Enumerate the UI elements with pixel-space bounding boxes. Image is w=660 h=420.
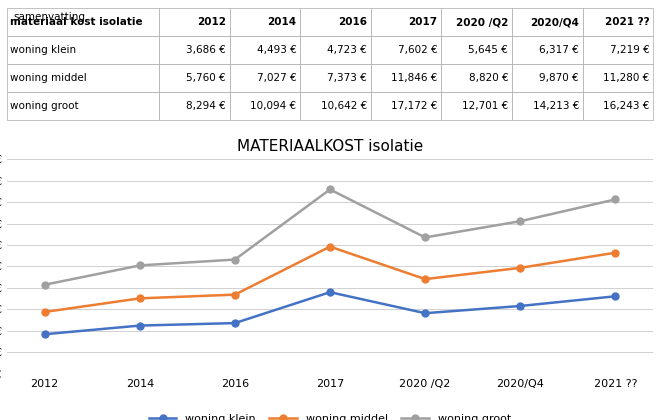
FancyBboxPatch shape xyxy=(7,8,159,37)
FancyBboxPatch shape xyxy=(512,64,583,92)
FancyBboxPatch shape xyxy=(442,37,512,64)
FancyBboxPatch shape xyxy=(230,8,300,37)
FancyBboxPatch shape xyxy=(159,64,230,92)
FancyBboxPatch shape xyxy=(442,8,512,37)
Text: 2020/Q4: 2020/Q4 xyxy=(530,17,579,27)
FancyBboxPatch shape xyxy=(512,8,583,37)
Text: 7,602 €: 7,602 € xyxy=(398,45,438,55)
Text: materiaal kost isolatie: materiaal kost isolatie xyxy=(11,17,143,27)
Text: 5,645 €: 5,645 € xyxy=(469,45,508,55)
FancyBboxPatch shape xyxy=(583,37,653,64)
FancyBboxPatch shape xyxy=(583,64,653,92)
FancyBboxPatch shape xyxy=(300,37,371,64)
Text: 2012: 2012 xyxy=(197,17,226,27)
Text: 2020 /Q2: 2020 /Q2 xyxy=(456,17,508,27)
Title: MATERIAALKOST isolatie: MATERIAALKOST isolatie xyxy=(237,139,423,154)
FancyBboxPatch shape xyxy=(300,64,371,92)
Legend: woning klein, woning middel, woning groot: woning klein, woning middel, woning groo… xyxy=(145,410,515,420)
Text: 8,820 €: 8,820 € xyxy=(469,74,508,84)
FancyBboxPatch shape xyxy=(300,92,371,121)
Text: 6,317 €: 6,317 € xyxy=(539,45,579,55)
FancyBboxPatch shape xyxy=(7,64,159,92)
FancyBboxPatch shape xyxy=(159,8,230,37)
Text: 3,686 €: 3,686 € xyxy=(186,45,226,55)
Text: 12,701 €: 12,701 € xyxy=(462,102,508,111)
FancyBboxPatch shape xyxy=(442,64,512,92)
FancyBboxPatch shape xyxy=(583,92,653,121)
FancyBboxPatch shape xyxy=(442,92,512,121)
FancyBboxPatch shape xyxy=(230,92,300,121)
FancyBboxPatch shape xyxy=(512,37,583,64)
Text: 2014: 2014 xyxy=(267,17,296,27)
FancyBboxPatch shape xyxy=(159,92,230,121)
FancyBboxPatch shape xyxy=(371,8,442,37)
Text: woning groot: woning groot xyxy=(11,102,79,111)
FancyBboxPatch shape xyxy=(230,37,300,64)
Text: 10,642 €: 10,642 € xyxy=(321,102,367,111)
FancyBboxPatch shape xyxy=(583,8,653,37)
FancyBboxPatch shape xyxy=(371,37,442,64)
Text: woning klein: woning klein xyxy=(11,45,77,55)
FancyBboxPatch shape xyxy=(7,37,159,64)
Text: 17,172 €: 17,172 € xyxy=(391,102,438,111)
Text: 16,243 €: 16,243 € xyxy=(603,102,649,111)
FancyBboxPatch shape xyxy=(159,37,230,64)
Text: 7,219 €: 7,219 € xyxy=(610,45,649,55)
Text: 2017: 2017 xyxy=(409,17,438,27)
Text: woning middel: woning middel xyxy=(11,74,87,84)
Text: 4,493 €: 4,493 € xyxy=(257,45,296,55)
FancyBboxPatch shape xyxy=(230,64,300,92)
Text: 14,213 €: 14,213 € xyxy=(533,102,579,111)
Text: 2016: 2016 xyxy=(338,17,367,27)
Text: 11,280 €: 11,280 € xyxy=(603,74,649,84)
Text: 2021 ??: 2021 ?? xyxy=(605,17,649,27)
Text: 5,760 €: 5,760 € xyxy=(186,74,226,84)
Text: 11,846 €: 11,846 € xyxy=(391,74,438,84)
Text: 10,094 €: 10,094 € xyxy=(250,102,296,111)
Text: 9,870 €: 9,870 € xyxy=(539,74,579,84)
FancyBboxPatch shape xyxy=(7,92,159,121)
Text: samenvatting: samenvatting xyxy=(13,13,85,23)
FancyBboxPatch shape xyxy=(300,8,371,37)
Text: 7,373 €: 7,373 € xyxy=(327,74,367,84)
Text: 8,294 €: 8,294 € xyxy=(186,102,226,111)
Text: 7,027 €: 7,027 € xyxy=(257,74,296,84)
Text: 4,723 €: 4,723 € xyxy=(327,45,367,55)
FancyBboxPatch shape xyxy=(371,92,442,121)
FancyBboxPatch shape xyxy=(512,92,583,121)
FancyBboxPatch shape xyxy=(371,64,442,92)
